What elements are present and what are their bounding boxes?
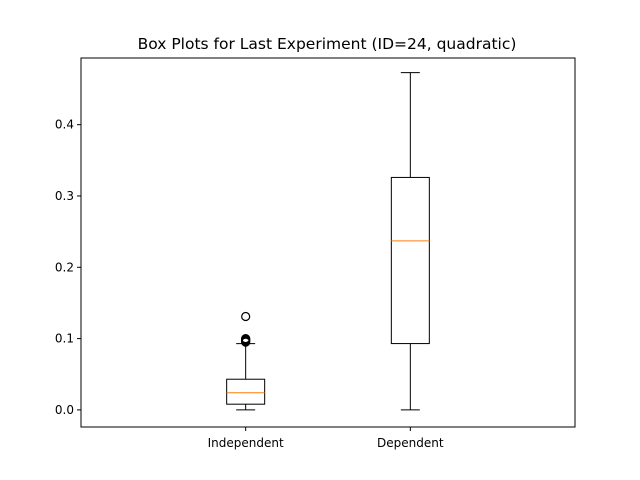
y-tick-label: 0.1 <box>55 332 74 346</box>
box-independent <box>226 311 266 411</box>
x-tick-label: Independent <box>208 436 284 450</box>
y-axis: 0.0 0.1 0.2 0.3 0.4 <box>55 118 81 417</box>
iqr-box <box>226 378 266 405</box>
y-tick-label: 0.2 <box>55 260 74 274</box>
x-axis: Independent Dependent <box>208 427 444 450</box>
outlier-point <box>241 311 251 322</box>
x-tick-label: Dependent <box>377 436 444 450</box>
y-tick-label: 0.3 <box>55 189 74 203</box>
y-tick-label: 0.4 <box>55 118 74 132</box>
chart-title: Box Plots for Last Experiment (ID=24, qu… <box>138 35 517 53</box>
box-dependent <box>390 72 430 411</box>
outlier-point <box>241 333 251 344</box>
plot-area <box>80 57 576 428</box>
iqr-box <box>390 176 430 345</box>
y-tick-label: 0.0 <box>55 403 74 417</box>
boxes-group <box>226 72 430 411</box>
